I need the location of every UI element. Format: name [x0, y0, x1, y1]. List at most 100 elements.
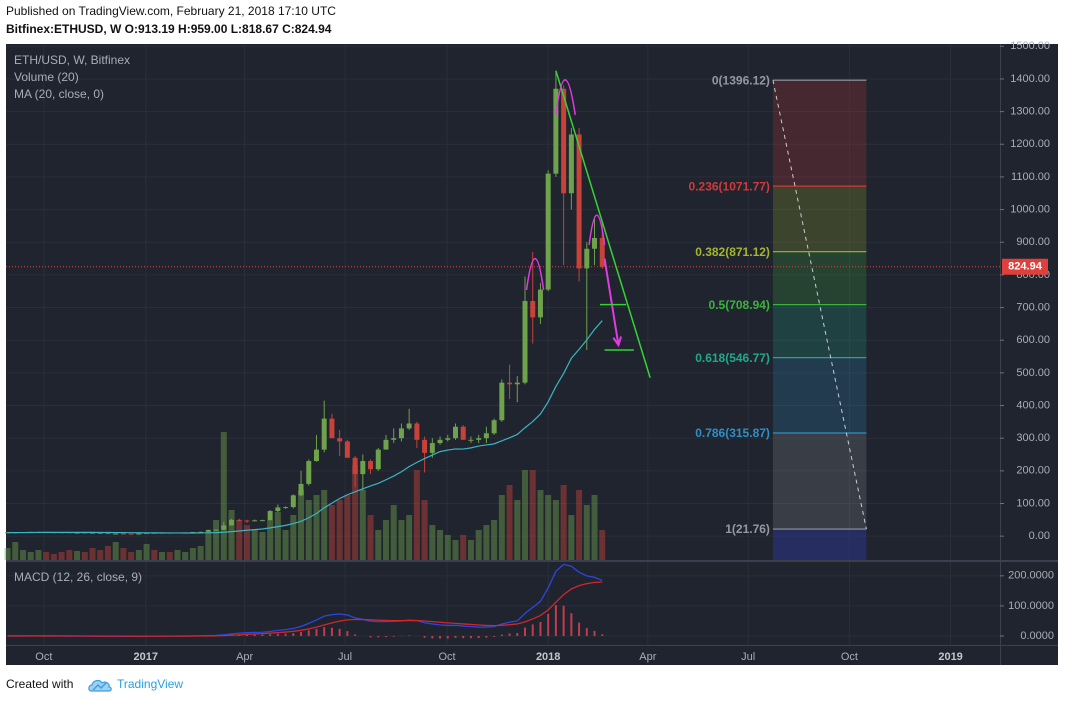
trend-line	[555, 70, 651, 378]
volume-bar	[336, 500, 343, 560]
macd-histogram-bar	[524, 627, 527, 636]
x-tick-label: Apr	[639, 651, 656, 663]
candle-body	[592, 237, 598, 249]
macd-histogram-bar	[539, 621, 542, 636]
macd-histogram-bar	[454, 635, 457, 638]
candle-body	[275, 507, 281, 512]
y-tick-label: 500.00	[1016, 367, 1050, 379]
candle-body	[252, 520, 258, 522]
candle-body	[313, 449, 319, 462]
candle-body	[198, 531, 204, 533]
y-tick-label: 0.00	[1029, 530, 1050, 542]
volume-bar	[174, 550, 181, 560]
macd-histogram-bar	[477, 635, 480, 639]
fib-label: 0.382(871.12)	[695, 245, 770, 259]
macd-tick-label: 200.0000	[1008, 570, 1054, 582]
volume-bar	[599, 530, 606, 560]
volume-bar	[298, 490, 305, 560]
candle-body	[337, 438, 343, 442]
macd-histogram-bar	[338, 628, 341, 636]
candle-body	[398, 428, 404, 439]
macd-histogram-bar	[330, 627, 333, 636]
candle-body	[537, 289, 543, 318]
macd-histogram-bar	[354, 634, 357, 636]
volume-bar	[382, 520, 389, 560]
macd-histogram-bar	[292, 633, 295, 636]
x-tick-label: Jul	[338, 651, 352, 663]
y-tick-label: 1400.00	[1010, 73, 1050, 85]
macd-histogram-bar	[315, 628, 318, 636]
x-tick-label: 2018	[536, 651, 560, 663]
y-tick-label: 1200.00	[1010, 138, 1050, 150]
volume-bar	[27, 552, 34, 560]
volume-bar	[429, 525, 436, 560]
volume-bar	[413, 470, 420, 560]
macd-tick-label: 100.0000	[1008, 600, 1054, 612]
volume-bar	[182, 552, 189, 560]
footer-brand[interactable]: TradingView	[117, 677, 183, 691]
volume-bar	[19, 550, 26, 560]
volume-bar	[537, 490, 544, 560]
volume-bar	[522, 470, 529, 560]
volume-bar	[568, 515, 575, 560]
candle-body	[329, 418, 335, 439]
candle-body	[136, 533, 142, 535]
volume-bar	[344, 495, 351, 560]
candle-body	[244, 520, 250, 522]
fib-band	[772, 529, 867, 560]
volume-bar	[514, 500, 521, 560]
candle-body	[545, 173, 551, 290]
macd-histogram-bar	[392, 635, 395, 637]
volume-bar	[58, 552, 65, 560]
fib-label: 0.236(1071.77)	[689, 179, 770, 193]
macd-histogram-bar	[346, 631, 349, 636]
fib-band	[772, 80, 867, 187]
last-price-tag	[1002, 258, 1048, 275]
y-tick-label: 200.00	[1016, 465, 1050, 477]
x-tick-label: Oct	[841, 651, 858, 663]
volume-bar	[460, 535, 467, 560]
y-tick-label: 400.00	[1016, 399, 1050, 411]
legend-entry: Volume (20)	[14, 70, 79, 84]
volume-bar	[398, 520, 405, 560]
macd-histogram-bar	[485, 635, 488, 638]
volume-bar	[328, 505, 335, 560]
tradingview-logo	[88, 679, 112, 692]
ma-line	[7, 320, 603, 534]
macd-histogram-bar	[554, 605, 557, 636]
fib-label: 0.786(315.87)	[695, 426, 770, 440]
volume-bar	[352, 465, 359, 560]
candle-body	[530, 301, 536, 318]
volume-bar	[282, 530, 289, 560]
x-tick-label: 2019	[938, 651, 962, 663]
macd-histogram-bar	[245, 634, 248, 636]
candle-layer	[5, 70, 605, 535]
x-tick-label: 2017	[134, 651, 158, 663]
volume-bar	[135, 550, 142, 560]
fib-layer: 0(1396.12) 0.236(1071.77) 0.382(871.12) 0.5…	[6, 73, 1000, 560]
arc-drawing	[525, 257, 545, 291]
volume-bar	[243, 525, 250, 560]
fib-label: 0(1396.12)	[712, 73, 770, 87]
macd-histogram-bar	[439, 635, 442, 639]
volume-bar	[367, 515, 374, 560]
candle-body	[553, 88, 559, 174]
candle-body	[514, 382, 520, 385]
macd-histogram-bar	[307, 630, 310, 636]
volume-bar	[552, 500, 559, 560]
volume-bar	[81, 552, 88, 560]
volume-bar	[151, 550, 158, 560]
macd-histogram-bar	[284, 633, 287, 636]
candle-body	[568, 134, 574, 194]
candle-body	[375, 449, 381, 470]
volume-bar	[251, 530, 258, 560]
volume-bar	[97, 550, 104, 560]
macd-histogram-bar	[323, 627, 326, 636]
macd-histogram-bar	[462, 635, 465, 639]
candle-body	[259, 520, 265, 522]
macd-histogram-bar	[369, 635, 372, 638]
candle-body	[82, 532, 88, 534]
fib-label: 0.5(708.94)	[709, 298, 770, 312]
volume-bar	[583, 505, 590, 560]
arrow-drawing	[603, 258, 623, 348]
